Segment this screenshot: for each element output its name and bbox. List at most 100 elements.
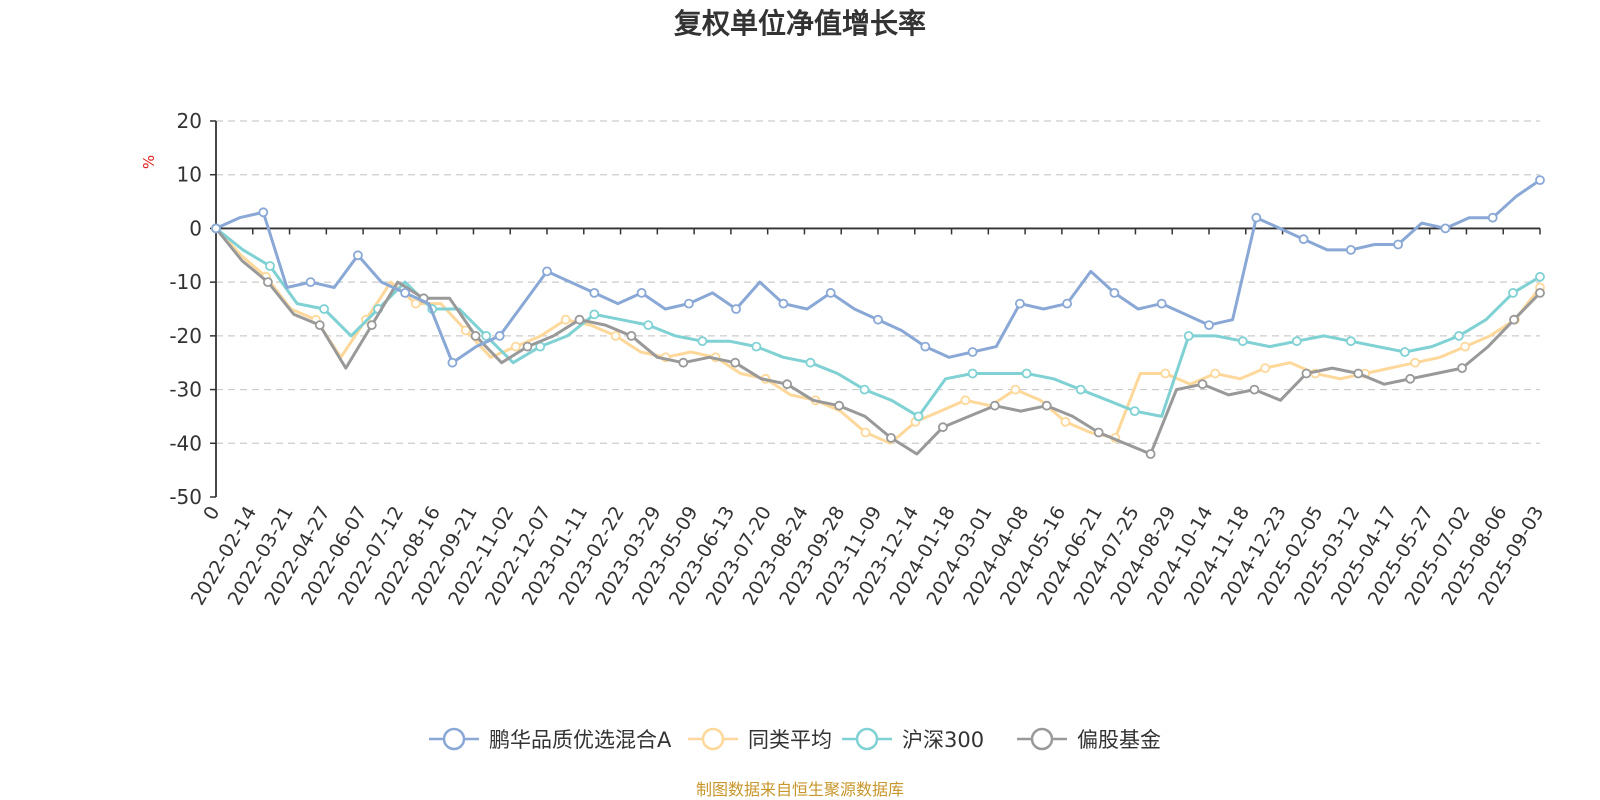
data-point: [920, 341, 931, 352]
data-point: [967, 347, 978, 357]
data-point: [1457, 363, 1467, 374]
data-point: [1160, 368, 1171, 379]
data-point: [1204, 320, 1214, 331]
data-point: [1487, 212, 1498, 223]
series-1: [211, 223, 1545, 445]
data-point: [805, 357, 816, 368]
data-point: [967, 368, 978, 379]
data-point: [684, 298, 694, 309]
data-point: [1237, 336, 1248, 347]
y-tick-label: -10: [169, 270, 202, 294]
data-point: [589, 309, 600, 320]
data-point: [834, 400, 844, 411]
data-point: [1535, 175, 1545, 186]
y-tick-label: -40: [169, 431, 202, 455]
data-point: [1535, 271, 1545, 282]
data-point: [678, 357, 689, 368]
data-point: [1060, 416, 1071, 427]
data-point: [481, 330, 492, 341]
legend-marker: [442, 727, 466, 751]
data-point: [1145, 449, 1156, 459]
data-point: [1041, 400, 1052, 411]
data-point: [886, 432, 896, 443]
data-point: [643, 320, 654, 331]
data-point: [1509, 314, 1519, 325]
data-point: [1183, 330, 1194, 341]
data-point: [1298, 234, 1309, 245]
legend-item-3[interactable]: 偏股基金: [1017, 727, 1161, 752]
y-tick-label: -20: [169, 324, 202, 348]
data-point: [1405, 373, 1416, 384]
series-2: [211, 223, 1545, 422]
data-point: [1460, 341, 1470, 352]
data-point: [262, 277, 273, 288]
data-point: [319, 304, 330, 314]
y-tick-label: -30: [169, 378, 202, 402]
legend-item-0[interactable]: 鹏华品质优选混合A: [429, 727, 672, 752]
data-point: [400, 287, 411, 298]
data-point: [778, 298, 789, 309]
data-point: [494, 330, 505, 341]
data-point: [913, 411, 924, 422]
data-point: [1075, 384, 1086, 395]
legend-item-1[interactable]: 同类平均: [688, 727, 832, 752]
grid-lines: [216, 120, 1540, 444]
y-tick-label: 0: [189, 216, 202, 240]
data-point: [305, 277, 316, 288]
data-point: [410, 298, 421, 309]
data-point: [1346, 336, 1356, 347]
data-point: [1249, 384, 1260, 395]
data-point: [730, 357, 741, 368]
data-point: [460, 325, 471, 336]
data-point: [782, 379, 792, 390]
x-tick-label: 0: [199, 503, 224, 524]
data-point: [211, 223, 221, 234]
data-point: [1015, 298, 1025, 309]
data-point: [1440, 223, 1451, 234]
series-0: [211, 175, 1545, 368]
data-point: [1393, 239, 1403, 250]
data-point: [1129, 406, 1140, 417]
data-point: [560, 314, 571, 325]
legend-marker: [701, 727, 725, 751]
data-point: [589, 287, 600, 298]
data-point: [960, 395, 971, 406]
data-point: [470, 330, 481, 341]
data-point: [1156, 298, 1167, 309]
legend-label: 偏股基金: [1077, 728, 1161, 752]
data-point: [1454, 330, 1464, 341]
legend-item-2[interactable]: 沪深300: [842, 727, 984, 752]
data-point: [610, 330, 621, 341]
series-3: [211, 223, 1545, 459]
data-point: [626, 330, 637, 341]
legend-label: 沪深300: [902, 728, 984, 752]
series-lines: [211, 175, 1545, 459]
data-point: [1301, 368, 1312, 379]
data-point: [1021, 368, 1032, 379]
data-point: [1400, 347, 1410, 357]
legend-marker: [1030, 727, 1054, 751]
data-point: [265, 261, 275, 271]
data-point: [731, 304, 741, 314]
data-point: [1346, 244, 1356, 255]
data-point: [352, 250, 363, 261]
data-point: [636, 287, 647, 298]
data-point: [873, 314, 883, 325]
data-point: [989, 400, 1000, 411]
data-point: [1197, 379, 1208, 390]
data-point: [1535, 287, 1545, 298]
series-line: [214, 227, 1542, 456]
data-point: [751, 341, 762, 352]
data-point: [447, 357, 458, 368]
legend[interactable]: 鹏华品质优选混合A 同类平均 沪深300 偏股基金: [429, 727, 1161, 752]
y-tick-label: 20: [177, 109, 202, 133]
data-point: [1010, 384, 1021, 395]
data-point: [859, 384, 870, 395]
data-point: [1062, 298, 1072, 309]
data-point: [1291, 336, 1302, 347]
data-point: [825, 287, 836, 298]
axes: [215, 121, 1540, 497]
data-source-note: 制图数据来自恒生聚源数据库: [696, 780, 904, 799]
data-point: [938, 422, 948, 433]
data-point: [258, 207, 269, 218]
